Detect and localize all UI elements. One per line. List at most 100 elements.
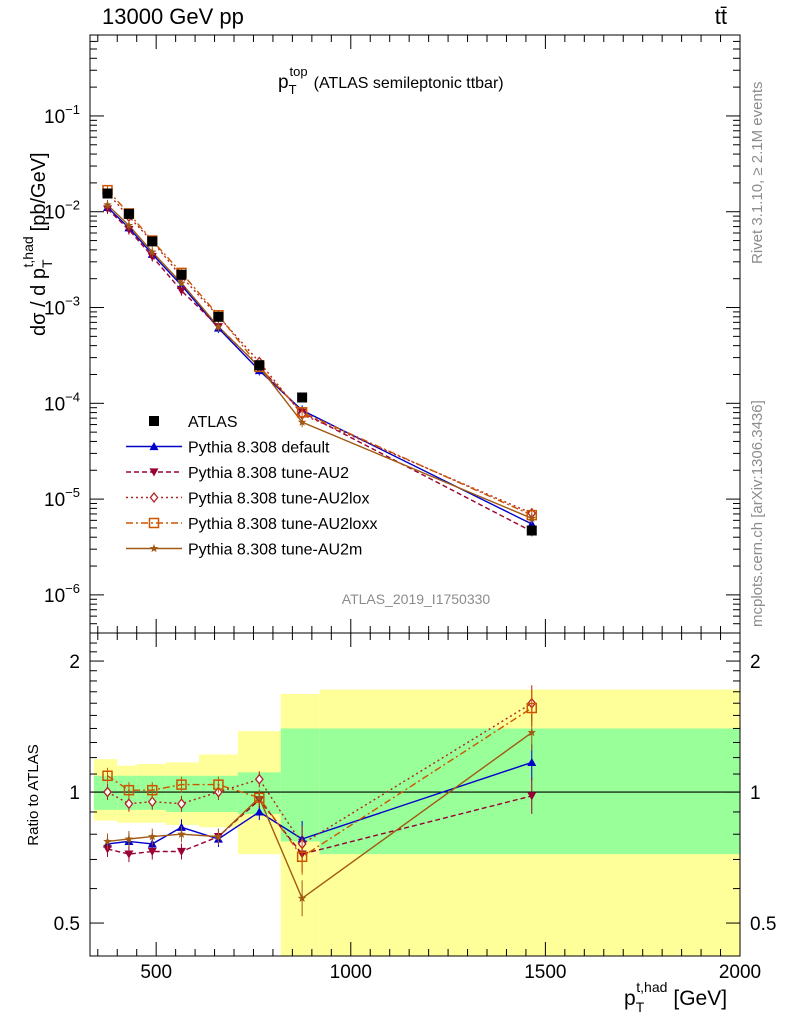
legend-label: Pythia 8.308 tune-AU2 [188, 465, 349, 482]
legend-label: Pythia 8.308 tune-AU2loxx [188, 516, 377, 533]
legend-marker [148, 517, 160, 529]
ratio-panel-frame [89, 632, 741, 957]
ratio-series-lines [107, 702, 533, 900]
ratio-point-series-2 [176, 847, 186, 857]
ratio-axis-ticks: 0.5 0.5 1 1 2 2 500 1000 1500 2000 [54, 633, 776, 983]
rivet-label: Rivet 3.1.10, ≥ 2.1M events [749, 82, 766, 265]
ratio-ytick-label-right: 2 [750, 652, 761, 673]
ratio-point-series-5 [214, 832, 223, 841]
ratio-point-series-5 [527, 728, 536, 737]
main-point-series-5 [103, 200, 112, 209]
xtick-label: 1000 [330, 962, 372, 983]
ratio-point-series-4 [296, 851, 308, 863]
ylabel-unit: [pb/GeV] [28, 152, 50, 231]
title-p: p [278, 72, 289, 93]
mcplots-label: mcplots.cern.ch [arXiv:1306.3436] [749, 400, 766, 627]
atlas-data-point [147, 236, 158, 247]
atlas-data-point [123, 208, 134, 219]
atlas-data-point [213, 311, 224, 322]
ratio-point-series-1 [527, 757, 537, 766]
ratio-point-series-5 [255, 793, 264, 802]
main-point-series-5 [124, 220, 134, 229]
ratio-point-series-3 [124, 798, 134, 810]
xlabel-unit: [GeV] [673, 987, 727, 1010]
analysis-label: ATLAS_2019_I1750330 [342, 591, 491, 607]
legend-marker [149, 442, 159, 451]
process-label: tt̄ [715, 4, 727, 29]
ratio-point-series-5 [103, 836, 112, 846]
main-point-series-5 [527, 513, 536, 522]
ratio-point-series-4 [213, 779, 224, 790]
ratio-point-series-4 [147, 784, 158, 796]
atlas-data-point [254, 360, 265, 371]
ratio-line-series-3 [107, 702, 533, 845]
ratio-line-series-1 [107, 761, 533, 845]
main-ytick-label: 10−6 [44, 581, 80, 607]
main-series-markers [102, 184, 538, 537]
ratio-ytick-label-left: 2 [69, 652, 80, 673]
inner-band [117, 775, 137, 810]
ratio-point-series-4 [176, 779, 187, 790]
xlabel-sup: t,had [636, 979, 667, 995]
ratio-ytick-label-left: 0.5 [54, 914, 80, 935]
ratio-ytick-label-right: 1 [750, 783, 761, 804]
main-ylabel: dσ / d pTt,had [pb/GeV] [20, 152, 55, 336]
inner-band [280, 728, 320, 842]
ratio-point-series-1 [254, 807, 264, 816]
ratio-point-series-4 [102, 770, 113, 782]
atlas-data-point [102, 188, 113, 199]
ratio-ytick-label-left: 1 [69, 783, 80, 804]
main-point-series-5 [148, 247, 157, 256]
ratio-point-series-2 [147, 847, 157, 857]
legend-label: ATLAS [188, 414, 238, 431]
legend-marker [149, 544, 159, 553]
main-axis-ticks: 10−1 10−2 10−3 10−4 10−5 10−6 [44, 35, 741, 634]
ratio-point-series-3 [177, 798, 186, 810]
atlas-data-point [176, 269, 187, 280]
energy-label: 13000 GeV pp [102, 4, 244, 29]
legend-label: Pythia 8.308 default [188, 440, 330, 457]
ratio-ytick-label-right: 0.5 [750, 914, 776, 935]
ratio-point-series-2 [124, 850, 134, 859]
legend-label: Pythia 8.308 tune-AU2lox [188, 491, 369, 508]
ratio-point-series-4 [123, 784, 135, 796]
title-sub: T [289, 82, 297, 97]
main-line-series-4 [106, 189, 533, 516]
ratio-uncertainty-bands [93, 689, 740, 956]
main-series-lines [106, 189, 533, 533]
ratio-point-series-3 [254, 773, 264, 785]
ratio-point-series-5 [177, 829, 186, 838]
atlas-data-point [297, 392, 308, 403]
legend-marker [149, 491, 159, 504]
inner-band [319, 728, 740, 855]
ratio-point-series-5 [148, 832, 157, 841]
main-ytick-label: 10−2 [44, 198, 80, 224]
main-ytick-label: 10−1 [44, 102, 80, 128]
xlabel-sub: T [636, 999, 645, 1015]
main-line-series-1 [107, 206, 533, 525]
xtick-label: 500 [140, 962, 172, 983]
atlas-data-points [102, 188, 537, 536]
ratio-ylabel: Ratio to ATLAS [25, 744, 42, 845]
main-title: pTtop (ATLAS semileptonic ttbar) [278, 64, 504, 97]
xtick-label: 2000 [719, 962, 761, 983]
title-sup: top [290, 64, 308, 79]
legend-marker [149, 416, 159, 426]
main-point-series-5 [297, 417, 307, 426]
ratio-point-series-4 [526, 702, 538, 714]
main-line-series-2 [107, 208, 533, 533]
ylabel-text: dσ / d p [28, 268, 50, 336]
atlas-data-point [526, 525, 537, 536]
xlabel-text: p [624, 987, 636, 1010]
ylabel-sub: T [39, 259, 55, 268]
main-ytick-label: 10−4 [44, 389, 80, 415]
legend-label: Pythia 8.308 tune-AU2m [188, 542, 362, 559]
main-point-series-5 [214, 322, 223, 331]
legend-marker [149, 468, 159, 477]
ratio-line-series-5 [107, 732, 533, 900]
ratio-line-series-2 [107, 795, 532, 855]
main-ytick-label: 10−5 [44, 485, 80, 511]
main-point-series-2 [176, 287, 186, 296]
ratio-point-series-3 [103, 786, 112, 798]
